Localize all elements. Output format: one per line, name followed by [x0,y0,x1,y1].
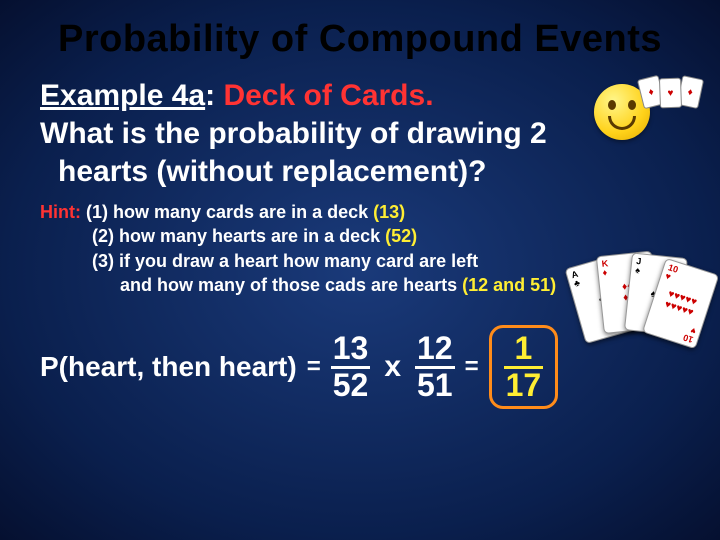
result-fraction: 1 17 [504,332,544,402]
hint-label: Hint: [40,202,81,222]
question-line1: What is the probability of drawing 2 [40,117,547,150]
frac1-den: 52 [331,366,371,403]
fraction-2: 12 51 [415,332,455,402]
result-box: 1 17 [489,325,559,409]
mini-card: ♥ [659,78,682,109]
frac2-num: 12 [417,332,453,366]
hint3-text: (3) if you draw a heart how many card ar… [40,249,478,273]
hint3b-text: and how many of those cads are hearts [40,273,457,297]
frac2-den: 51 [415,366,455,403]
fraction-1: 13 52 [331,332,371,402]
frac1-num: 13 [333,332,369,366]
times-symbol: x [380,350,405,384]
example-label: Example 4a [40,79,205,112]
equals-1: = [307,353,321,381]
hint1-answer: (13) [373,202,405,222]
card-fan-icon: A♣ A♣ ♣ K♦ K♦ ♦♦♦ J♠ J♠ ♠♠ 10♥ 10♥ ♥♥♥♥♥… [586,250,696,370]
slide-title: Probability of Compound Events [40,18,680,61]
result-den: 17 [504,366,544,403]
equals-2: = [465,353,479,381]
example-subject: Deck of Cards. [223,79,433,112]
example-colon: : [205,79,215,112]
question-text: What is the probability of drawing 2 hea… [40,115,680,190]
mini-cards-icon: ♦ ♥ ♦ [638,78,704,108]
hint3-answer: (12 and 51) [462,275,556,295]
formula-label: P(heart, then heart) [40,351,297,383]
hint2-answer: (52) [385,226,417,246]
hint1-text: (1) how many cards are in a deck [86,202,368,222]
hint2-text: (2) how many hearts are in a deck [40,224,380,248]
result-num: 1 [515,332,533,366]
question-line2: hearts (without replacement)? [40,155,486,188]
smiley-with-cards-icon: ♦ ♥ ♦ [590,80,700,180]
example-heading: Example 4a: Deck of Cards. [40,79,680,113]
